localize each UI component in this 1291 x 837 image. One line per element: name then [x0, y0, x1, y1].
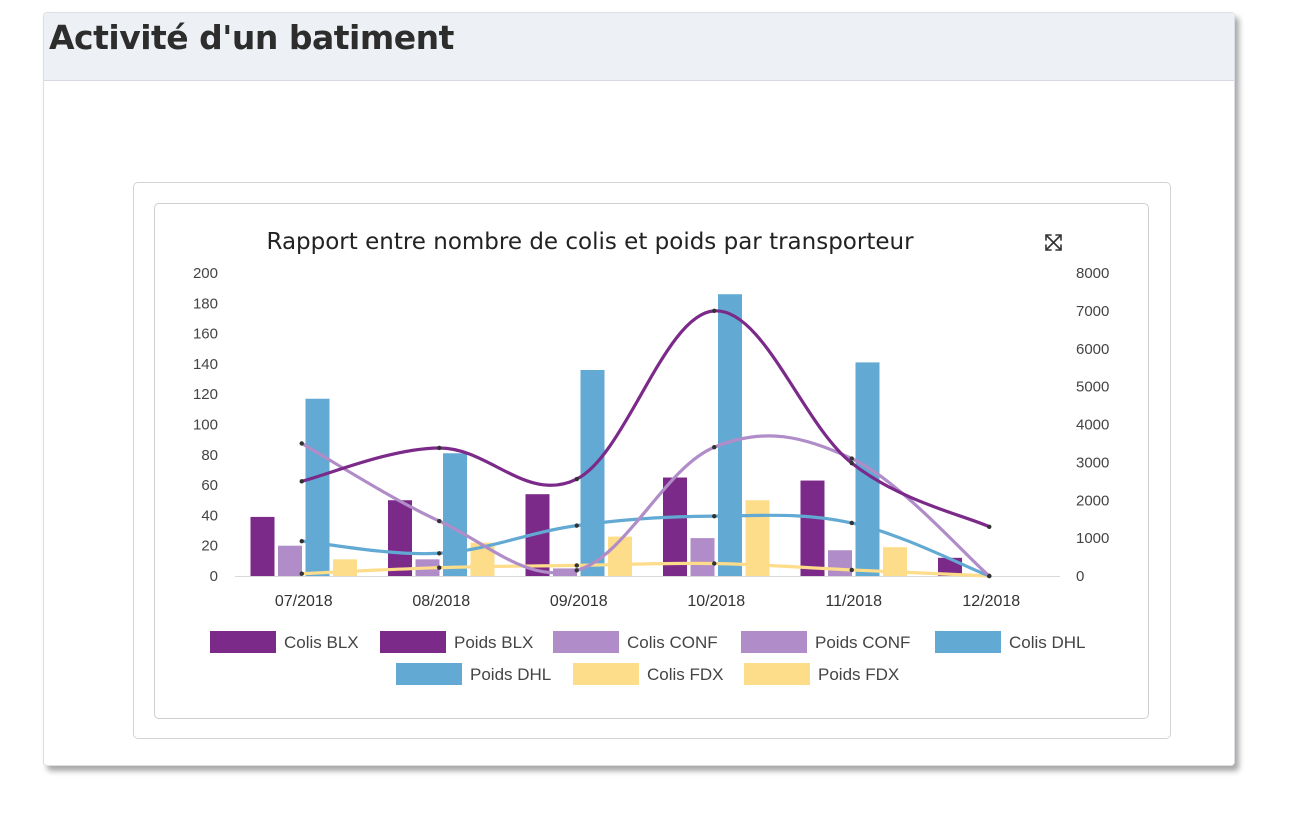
point-poids-blx — [987, 524, 992, 529]
y-left-tick-label: 120 — [193, 386, 218, 403]
y-right-tick-label: 1000 — [1076, 530, 1109, 547]
bar-colis-conf — [690, 538, 715, 576]
point-poids-dhl — [437, 551, 442, 556]
page-title: Activité d'un batiment — [49, 18, 454, 57]
x-tick-label: 12/2018 — [962, 593, 1020, 610]
point-poids-dhl — [299, 538, 304, 544]
bar-colis-blx — [388, 500, 412, 576]
line-poids-dhl — [301, 513, 990, 578]
y-left-tick-label: 0 — [210, 568, 218, 585]
point-poids-conf — [574, 568, 579, 573]
point-poids-conf — [849, 456, 854, 461]
bar-colis-dhl — [718, 294, 742, 576]
y-right-tick-label: 0 — [1076, 568, 1084, 585]
point-poids-fdx — [437, 565, 442, 570]
legend-swatch-poids-dhl — [396, 663, 462, 685]
point-poids-fdx — [299, 571, 304, 576]
line-poids-fdx — [301, 561, 990, 578]
legend-label-colis-conf: Colis CONF — [627, 633, 718, 652]
point-poids-fdx — [574, 563, 579, 568]
bar-colis-dhl — [443, 453, 467, 576]
y-right-tick-label: 8000 — [1076, 265, 1109, 282]
y-right-tick-label: 3000 — [1076, 454, 1109, 471]
expand-icon[interactable] — [1045, 234, 1062, 251]
point-poids-dhl — [849, 520, 854, 526]
x-tick-label: 11/2018 — [825, 593, 882, 610]
legend-label-poids-fdx: Poids FDX — [818, 665, 899, 684]
y-left-tick-label: 60 — [201, 477, 218, 494]
y-left-tick-label: 180 — [193, 295, 218, 312]
bar-colis-blx — [800, 480, 825, 576]
legend-label-poids-dhl: Poids DHL — [470, 665, 551, 684]
chart-title: Rapport entre nombre de colis et poids p… — [266, 229, 914, 255]
y-right-tick-label: 2000 — [1076, 492, 1109, 509]
x-tick-label: 08/2018 — [412, 593, 470, 610]
point-poids-conf — [299, 441, 304, 446]
legend-swatch-poids-fdx — [744, 663, 810, 685]
y-left-tick-label: 160 — [193, 326, 218, 343]
y-left-tick-label: 20 — [201, 538, 218, 555]
bar-colis-blx — [250, 516, 275, 576]
y-left-tick-label: 140 — [193, 356, 218, 373]
x-tick-label: 07/2018 — [275, 593, 333, 610]
point-poids-blx — [712, 308, 717, 314]
y-left-tick-label: 200 — [193, 265, 218, 282]
point-poids-blx — [849, 460, 854, 466]
bar-colis-blx — [663, 477, 687, 576]
legend-label-colis-fdx: Colis FDX — [647, 665, 724, 684]
y-left-tick-label: 80 — [201, 447, 218, 464]
x-tick-label: 09/2018 — [550, 593, 608, 610]
point-poids-fdx — [712, 561, 717, 566]
point-poids-conf — [987, 573, 992, 579]
legend-swatch-poids-conf — [741, 631, 807, 653]
point-poids-blx — [437, 445, 442, 451]
point-poids-dhl — [574, 523, 579, 528]
legend-label-poids-conf: Poids CONF — [815, 633, 910, 652]
y-left-tick-label: 100 — [193, 417, 218, 434]
y-right-tick-label: 7000 — [1076, 303, 1109, 320]
legend-label-colis-blx: Colis BLX — [284, 633, 359, 652]
bar-colis-conf — [828, 550, 852, 576]
legend-label-colis-dhl: Colis DHL — [1009, 633, 1086, 652]
bar-colis-dhl — [305, 398, 330, 576]
point-poids-conf — [712, 445, 717, 450]
x-tick-label: 10/2018 — [687, 593, 745, 610]
y-right-tick-label: 5000 — [1076, 379, 1109, 396]
bar-colis-conf — [278, 545, 302, 576]
point-poids-dhl — [712, 513, 717, 519]
legend-swatch-poids-blx — [380, 631, 446, 653]
legend-label-poids-blx: Poids BLX — [454, 633, 533, 652]
panel-header: Activité d'un batiment — [44, 13, 1234, 81]
y-left-tick-label: 40 — [201, 507, 218, 524]
point-poids-blx — [299, 479, 304, 484]
line-poids-conf — [300, 434, 991, 578]
legend-swatch-colis-dhl — [935, 631, 1001, 653]
y-right-tick-label: 6000 — [1076, 341, 1109, 358]
legend-swatch-colis-conf — [553, 631, 619, 653]
y-right-tick-label: 4000 — [1076, 417, 1109, 434]
line-poids-blx — [301, 309, 990, 529]
point-poids-blx — [574, 476, 579, 482]
point-poids-fdx — [849, 567, 854, 573]
bar-colis-fdx — [608, 536, 632, 576]
point-poids-conf — [437, 518, 442, 524]
legend-swatch-colis-fdx — [573, 663, 639, 685]
legend-swatch-colis-blx — [210, 631, 276, 653]
